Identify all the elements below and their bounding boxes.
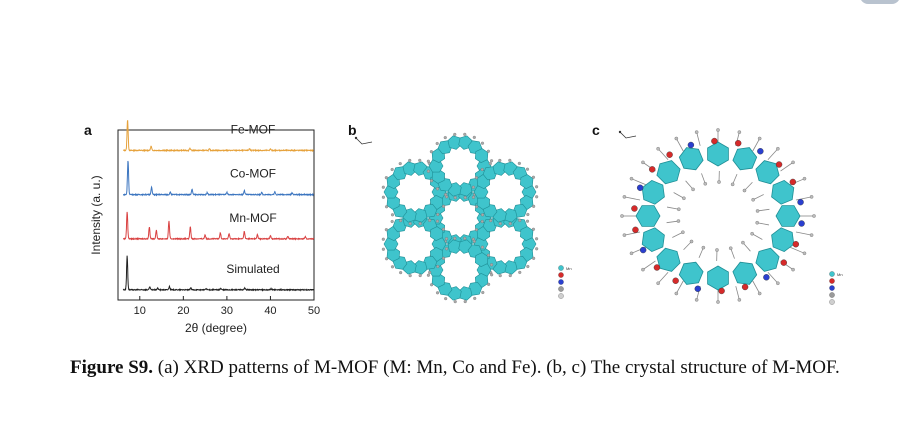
series-label-mn-mof: Mn-MOF	[229, 211, 276, 225]
series-line-mn-mof	[122, 211, 315, 241]
panel-label-b: b	[348, 122, 357, 138]
plot-frame	[117, 129, 315, 301]
x-tick-label: 10	[134, 305, 146, 317]
x-tick-label: 30	[221, 305, 233, 317]
legend-atom	[558, 286, 564, 292]
legend-atom	[558, 272, 564, 278]
series-line-simulated	[122, 255, 315, 292]
axis-indicator-icon	[619, 131, 637, 139]
framework-b	[381, 132, 539, 304]
legend-atom	[558, 293, 564, 299]
x-axis-label: 2θ (degree)	[185, 321, 247, 335]
crystal-structure-c: Mn	[618, 128, 843, 305]
figure-caption: Figure S9. (a) XRD patterns of M-MOF (M:…	[70, 348, 860, 388]
legend-label: Mn	[837, 272, 843, 277]
corner-decoration	[860, 0, 900, 4]
series-line-co-mof	[123, 160, 314, 197]
xrd-chart: 10 20 30 40 50 2θ (degree) Intensity (a. u.) Fe…	[89, 120, 320, 335]
legend-atom	[829, 299, 835, 305]
legend-atom	[829, 292, 835, 298]
legend-label: Mn	[566, 266, 572, 271]
series-label-simulated: Simulated	[226, 262, 279, 276]
series-label-co-mof: Co-MOF	[230, 167, 276, 181]
panel-label-a: a	[84, 122, 92, 138]
series-line-fe-mof	[123, 120, 314, 153]
crystal-structure-b: Mn	[354, 132, 572, 304]
x-tick-label: 50	[308, 305, 320, 317]
x-tick-label: 40	[264, 305, 276, 317]
legend-atom	[829, 285, 835, 291]
axis-indicator-icon	[355, 137, 373, 145]
legend-atom	[558, 265, 564, 271]
y-axis-label: Intensity (a. u.)	[89, 175, 103, 254]
x-tick-label: 20	[177, 305, 189, 317]
legend-atom	[829, 278, 835, 284]
panel-label-c: c	[592, 122, 600, 138]
series-label-fe-mof: Fe-MOF	[231, 122, 276, 136]
framework-c	[620, 128, 816, 304]
legend-atom	[558, 279, 564, 285]
caption-label: Figure S9.	[70, 357, 154, 378]
caption-text: (a) XRD patterns of M-MOF (M: Mn, Co and…	[157, 357, 840, 378]
legend-atom	[829, 271, 835, 277]
